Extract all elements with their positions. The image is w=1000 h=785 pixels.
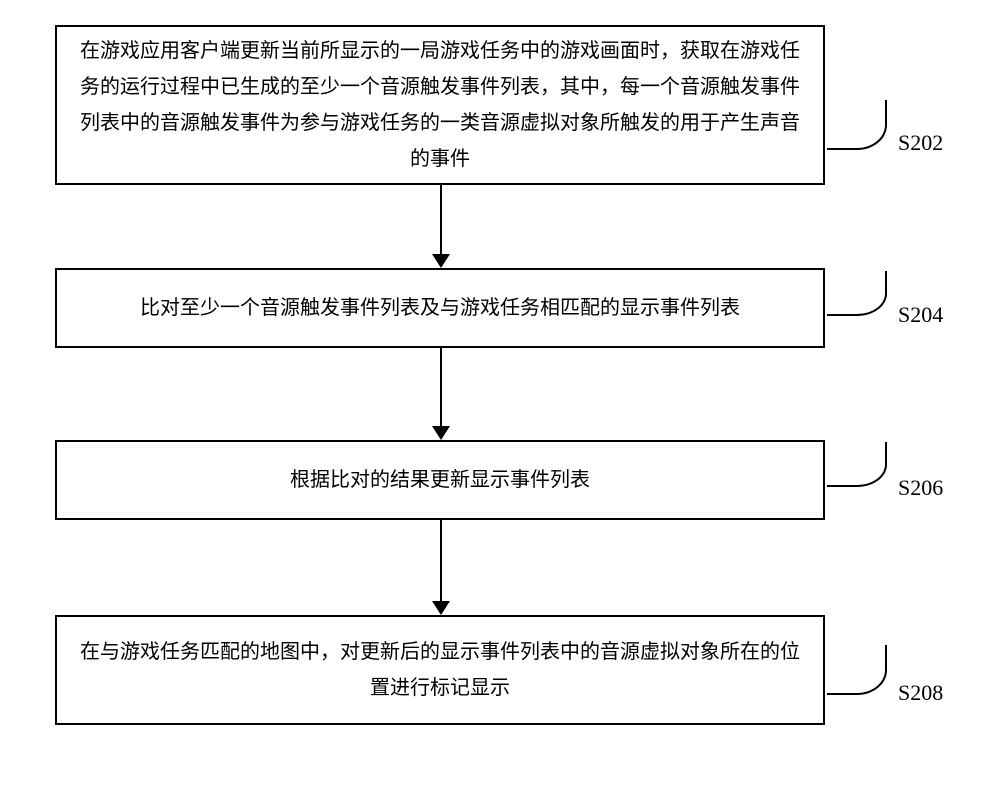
flowchart-arrow [440, 348, 442, 426]
node-text: 比对至少一个音源触发事件列表及与游戏任务相匹配的显示事件列表 [120, 278, 760, 338]
arrow-head-icon [432, 426, 450, 440]
arrow-head-icon [432, 254, 450, 268]
flowchart-node-s206: 根据比对的结果更新显示事件列表 [55, 440, 825, 520]
flowchart-node-s208: 在与游戏任务匹配的地图中，对更新后的显示事件列表中的音源虚拟对象所在的位置进行标… [55, 615, 825, 725]
node-label-s202: S202 [898, 130, 943, 156]
node-label-s206: S206 [898, 475, 943, 501]
flowchart-arrow [440, 185, 442, 255]
label-connector [827, 271, 887, 316]
node-label-s204: S204 [898, 302, 943, 328]
label-connector [827, 100, 887, 150]
label-connector [827, 645, 887, 695]
node-text: 在与游戏任务匹配的地图中，对更新后的显示事件列表中的音源虚拟对象所在的位置进行标… [57, 622, 823, 718]
node-text: 在游戏应用客户端更新当前所显示的一局游戏任务中的游戏画面时，获取在游戏任务的运行… [57, 21, 823, 189]
label-connector [827, 442, 887, 487]
node-text: 根据比对的结果更新显示事件列表 [270, 450, 610, 510]
flowchart-node-s202: 在游戏应用客户端更新当前所显示的一局游戏任务中的游戏画面时，获取在游戏任务的运行… [55, 25, 825, 185]
flowchart-node-s204: 比对至少一个音源触发事件列表及与游戏任务相匹配的显示事件列表 [55, 268, 825, 348]
flowchart-arrow [440, 520, 442, 601]
flowchart-container: 在游戏应用客户端更新当前所显示的一局游戏任务中的游戏画面时，获取在游戏任务的运行… [0, 0, 1000, 785]
arrow-head-icon [432, 601, 450, 615]
node-label-s208: S208 [898, 680, 943, 706]
